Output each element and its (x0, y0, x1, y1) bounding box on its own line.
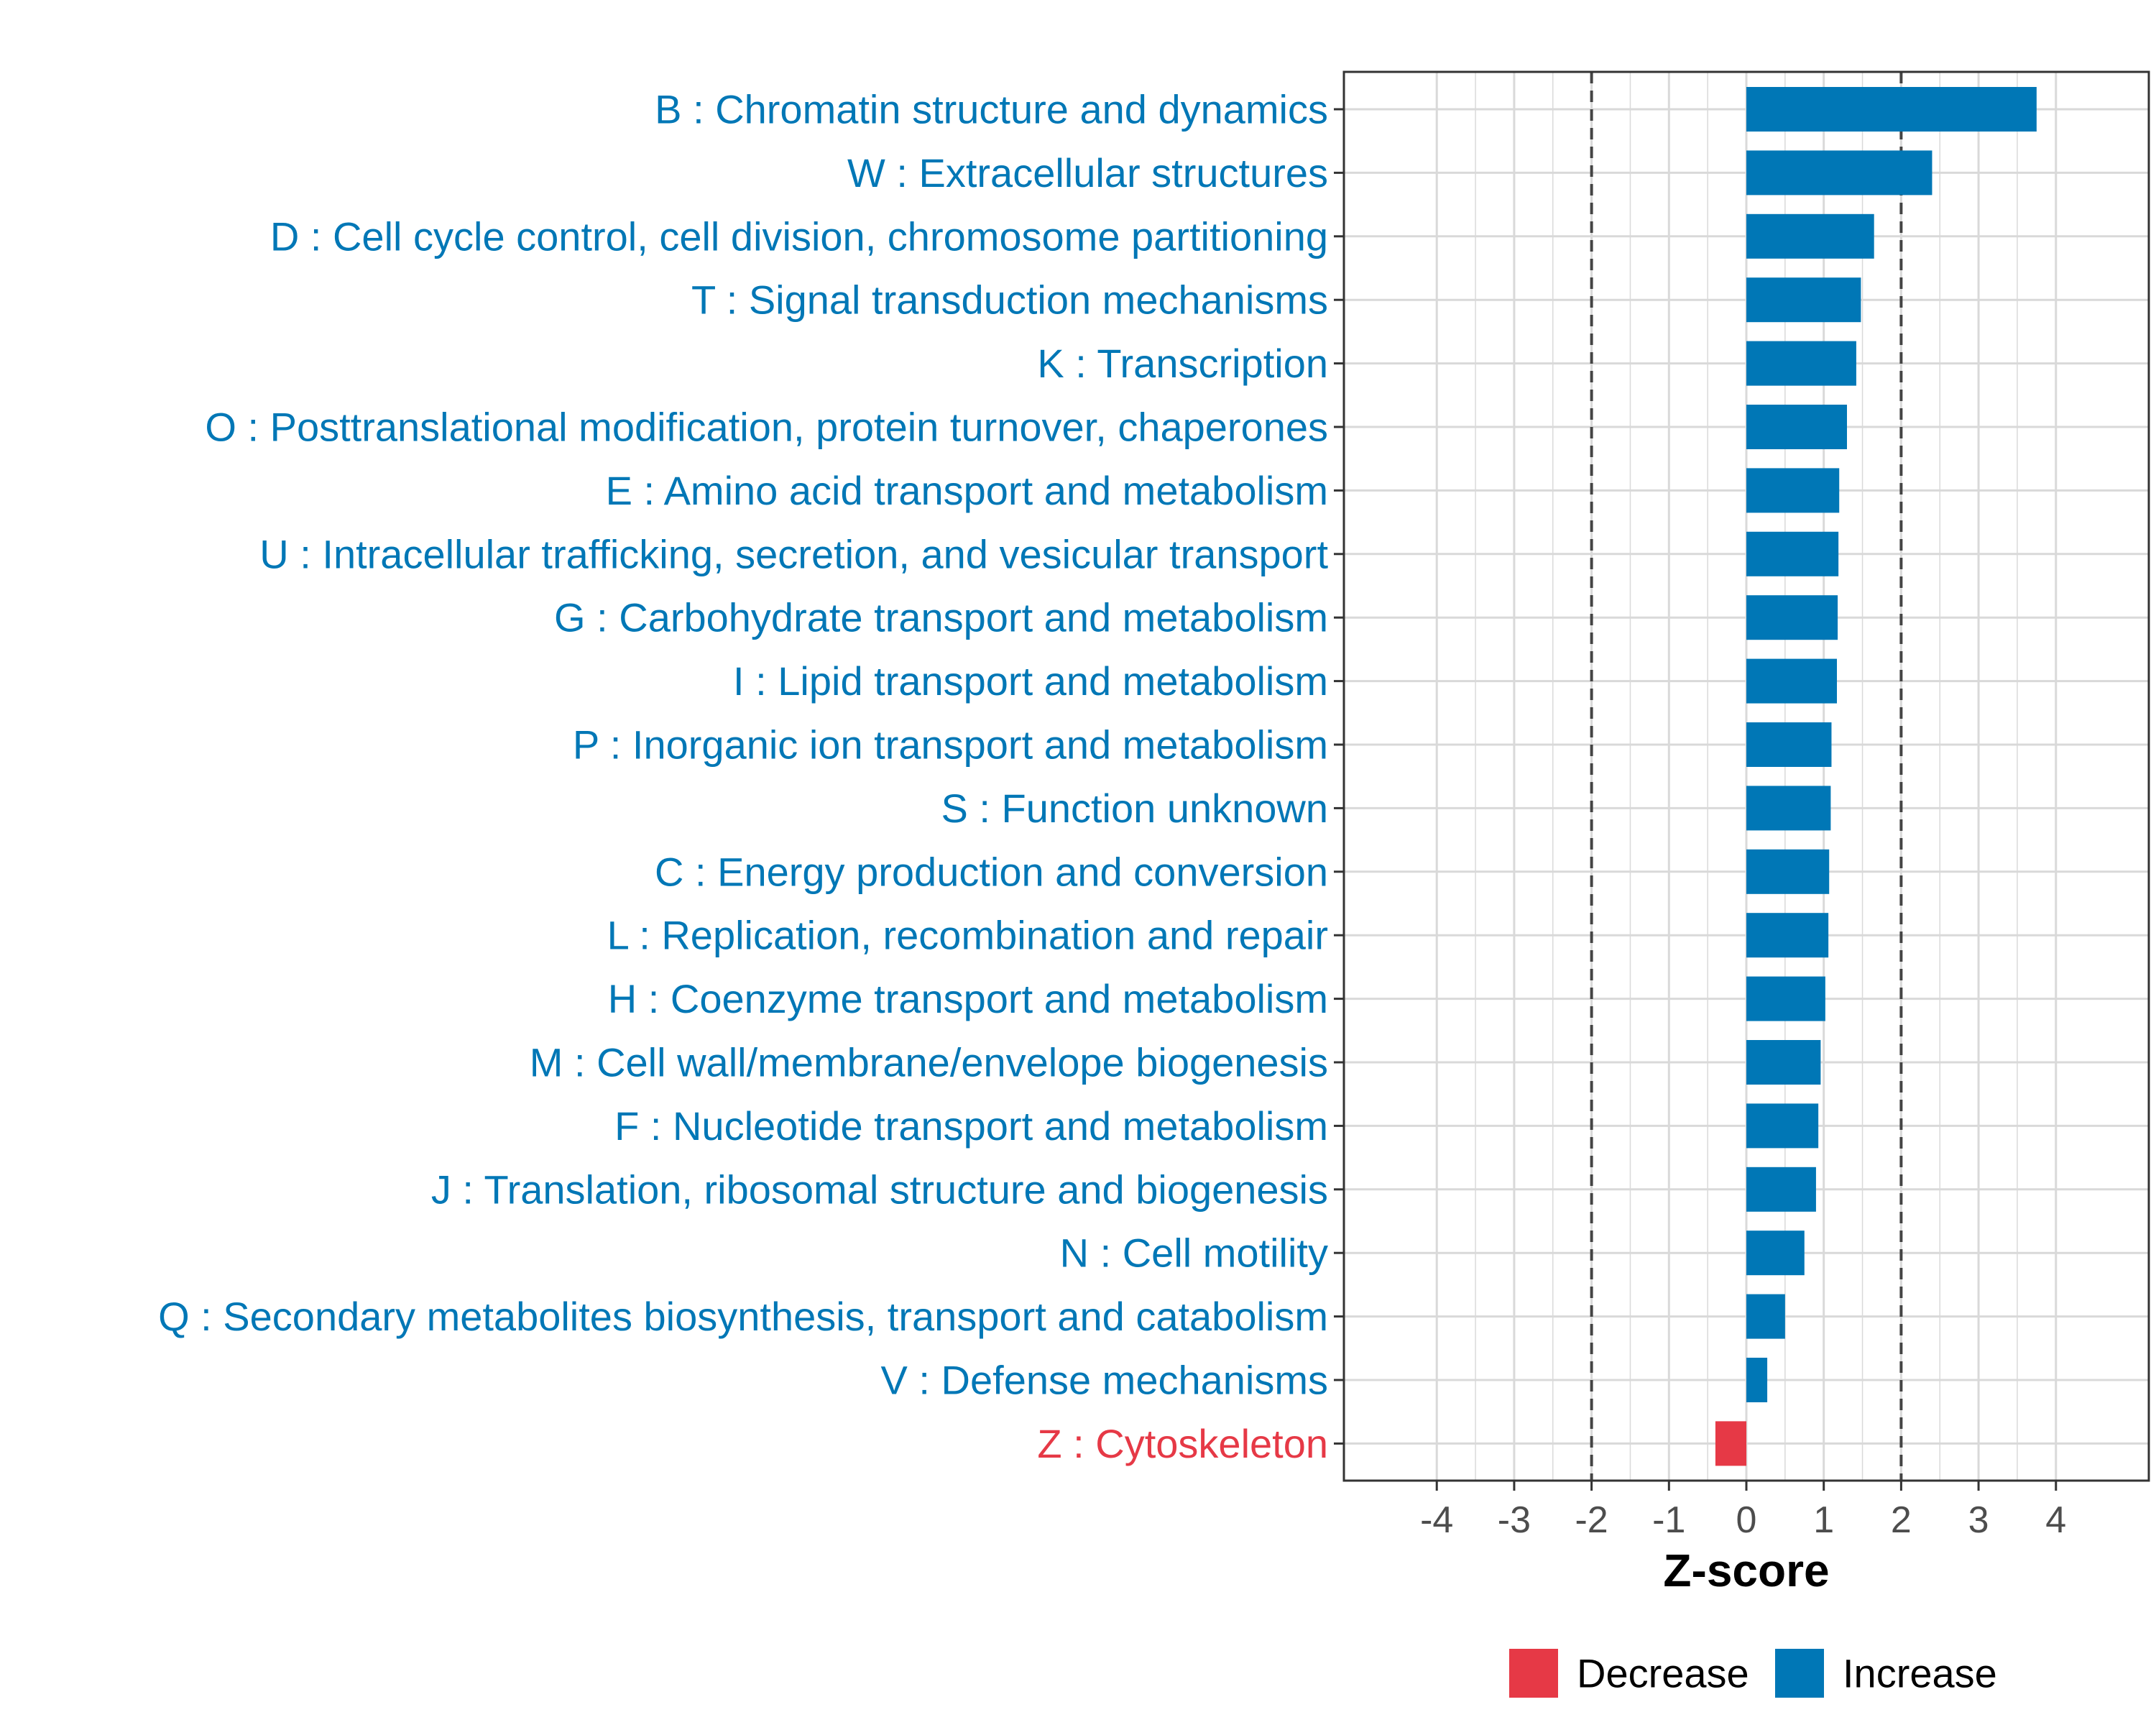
category-label: W : Extracellular structures (847, 150, 1328, 196)
bar-n (1746, 1230, 1805, 1276)
legend-swatch-increase (1775, 1649, 1824, 1698)
bar-w (1746, 150, 1932, 196)
bar-k (1746, 341, 1856, 386)
category-labels: B : Chromatin structure and dynamics W : … (158, 87, 1344, 1466)
x-tick-label: 1 (1813, 1499, 1834, 1541)
category-label: I : Lipid transport and metabolism (733, 658, 1328, 704)
x-tick-label: 4 (2045, 1499, 2066, 1541)
bar-g (1746, 595, 1838, 640)
bar-t (1746, 277, 1861, 323)
threshold-lines (1590, 72, 1903, 1481)
category-label: T : Signal transduction mechanisms (691, 277, 1328, 323)
category-label: S : Function unknown (941, 786, 1328, 831)
x-tick-label: -4 (1420, 1499, 1453, 1541)
x-tick-label: -3 (1498, 1499, 1531, 1541)
category-label: N : Cell motility (1060, 1230, 1328, 1276)
bar-i (1746, 658, 1837, 704)
legend-label-decrease: Decrease (1577, 1651, 1749, 1696)
category-label: C : Energy production and conversion (655, 849, 1328, 894)
x-axis-title: Z-score (1663, 1545, 1829, 1596)
category-label: E : Amino acid transport and metabolism (606, 468, 1328, 513)
bar-z (1715, 1421, 1746, 1466)
x-tick-label: 2 (1891, 1499, 1912, 1541)
bars (1715, 87, 2037, 1466)
bar-q (1746, 1294, 1785, 1339)
category-label: G : Carbohydrate transport and metabolis… (554, 595, 1328, 640)
legend-label-increase: Increase (1843, 1651, 1997, 1696)
bar-p (1746, 722, 1832, 767)
x-tick-label: 3 (1968, 1499, 1989, 1541)
category-label: J : Translation, ribosomal structure and… (431, 1167, 1328, 1212)
bar-u (1746, 531, 1839, 576)
category-label: D : Cell cycle control, cell division, c… (270, 213, 1328, 259)
legend-swatch-decrease (1509, 1649, 1558, 1698)
x-axis-ticks: -4 -3 -2 -1 0 1 2 3 4 (1420, 1481, 2066, 1541)
bar-f (1746, 1103, 1819, 1149)
bar-v (1746, 1358, 1768, 1402)
bar-j (1746, 1167, 1816, 1212)
bar-b (1746, 87, 2037, 132)
category-label: Z : Cytoskeleton (1037, 1421, 1328, 1466)
category-label: F : Nucleotide transport and metabolism (614, 1103, 1328, 1149)
bar-e (1746, 468, 1840, 513)
bar-o (1746, 405, 1847, 449)
bar-d (1746, 213, 1874, 259)
category-label: U : Intracellular trafficking, secretion… (259, 531, 1328, 576)
category-label: B : Chromatin structure and dynamics (655, 87, 1328, 132)
category-label: P : Inorganic ion transport and metaboli… (573, 722, 1328, 768)
category-label: L : Replication, recombination and repai… (607, 913, 1328, 958)
legend: Decrease Increase (1509, 1649, 1997, 1698)
bar-c (1746, 849, 1830, 894)
category-label: K : Transcription (1037, 341, 1328, 386)
category-label: M : Cell wall/membrane/envelope biogenes… (530, 1040, 1328, 1085)
x-tick-label: -2 (1575, 1499, 1608, 1541)
x-tick-label: 0 (1736, 1499, 1757, 1541)
category-label: O : Posttranslational modification, prot… (205, 405, 1328, 450)
bar-l (1746, 913, 1829, 958)
bar-s (1746, 786, 1831, 831)
category-label: V : Defense mechanisms (881, 1358, 1328, 1403)
category-label: Q : Secondary metabolites biosynthesis, … (158, 1294, 1328, 1339)
bar-h (1746, 976, 1825, 1021)
x-tick-label: -1 (1652, 1499, 1685, 1541)
bar-m (1746, 1040, 1821, 1085)
category-label: H : Coenzyme transport and metabolism (608, 976, 1328, 1021)
